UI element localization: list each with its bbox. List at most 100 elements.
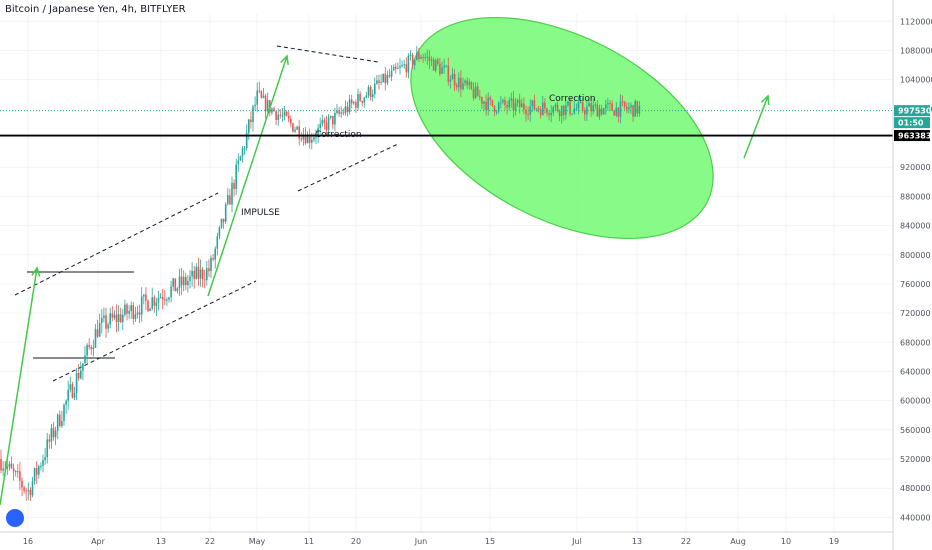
candle-body	[403, 64, 405, 66]
candle-body	[432, 59, 435, 71]
candle-body	[485, 101, 487, 111]
candle-body	[613, 110, 615, 116]
y-tick-label: 1080000	[900, 46, 932, 55]
candle-body	[300, 138, 303, 140]
candle-body	[357, 94, 359, 108]
candle-body	[579, 101, 582, 103]
candle-body	[203, 279, 206, 281]
candle-body	[592, 105, 594, 112]
candle-body	[6, 466, 9, 469]
y-tick-label: 440000	[900, 513, 931, 522]
y-tick-label: 800000	[900, 251, 931, 260]
candle-body	[598, 108, 601, 117]
candle-body	[170, 286, 172, 298]
candle-body	[235, 164, 237, 190]
candle-body	[311, 139, 313, 143]
candle-body	[336, 110, 338, 113]
x-tick-label: 10	[781, 537, 791, 546]
candle-body	[92, 347, 95, 350]
candle-body	[227, 195, 229, 204]
price-tag-text: 01:50	[898, 119, 924, 128]
x-tick-label: 19	[829, 537, 839, 546]
candle-body	[495, 111, 498, 113]
candle-body	[447, 65, 450, 82]
candle-body	[69, 384, 72, 390]
candle-body	[14, 471, 17, 473]
price-tag-text: 997530	[898, 107, 932, 116]
candle-body	[140, 296, 143, 315]
candle-body	[594, 104, 597, 106]
candle-body	[636, 101, 639, 114]
candle-body	[527, 114, 529, 116]
candle-body	[474, 86, 477, 99]
x-tick-label: 22	[205, 537, 215, 546]
candle-body	[468, 82, 471, 86]
candle-body	[548, 113, 550, 115]
arrow-head	[760, 94, 770, 106]
candle-body	[466, 80, 468, 86]
candle-body	[399, 66, 401, 68]
candle-body	[273, 108, 275, 112]
candle-body	[229, 195, 231, 205]
candle-body	[401, 65, 403, 67]
x-tick-label: 13	[632, 537, 642, 546]
candle-body	[607, 103, 609, 105]
candle-body	[363, 97, 366, 103]
candle-body	[609, 103, 611, 105]
candle-body	[504, 99, 506, 106]
candle-body	[56, 414, 59, 431]
candle-body	[332, 115, 334, 125]
candle-body	[376, 80, 378, 84]
candle-body	[537, 108, 540, 110]
candle-body	[378, 80, 380, 83]
candle-body	[298, 126, 300, 139]
candle-body	[563, 105, 565, 115]
candle-body	[577, 102, 580, 109]
candle-body	[539, 109, 542, 116]
candle-body	[187, 280, 189, 286]
candle-body	[424, 57, 426, 59]
candle-body	[191, 270, 193, 277]
candle-body	[416, 52, 418, 60]
candle-body	[27, 489, 30, 492]
candle-body	[443, 66, 445, 68]
candle-body	[325, 122, 328, 130]
candle-body	[216, 236, 219, 249]
candle-body	[117, 314, 120, 322]
price-tag-text: 963383	[898, 132, 931, 141]
y-tick-label: 560000	[900, 426, 931, 435]
y-tick-label: 840000	[900, 222, 931, 231]
candle-body	[136, 312, 139, 315]
candle-body	[275, 111, 277, 120]
candle-body	[290, 118, 292, 124]
candle-body	[283, 111, 286, 116]
candle-body	[119, 314, 122, 323]
candle-body	[147, 300, 149, 312]
candle-body	[94, 329, 97, 348]
candle-body	[166, 299, 168, 301]
chart-title: Bitcoin / Japanese Yen, 4h, BITFLYER	[5, 4, 186, 15]
candle-body	[605, 104, 607, 109]
candle-body	[510, 98, 513, 101]
candle-body	[525, 109, 527, 115]
candle-body	[512, 98, 515, 111]
candle-body	[0, 459, 2, 471]
y-tick-label: 600000	[900, 397, 931, 406]
candle-body	[426, 56, 429, 58]
candle-body	[481, 96, 483, 104]
channel-upper-line	[14, 192, 219, 296]
candle-body	[199, 269, 202, 279]
candle-body	[483, 101, 485, 104]
candle-body	[174, 278, 177, 292]
candle-body	[287, 115, 290, 119]
candle-body	[420, 57, 422, 59]
candle-body	[367, 86, 370, 96]
candle-body	[23, 487, 25, 491]
x-tick-label: 16	[23, 537, 33, 546]
candle-body	[109, 313, 111, 325]
candle-body	[455, 85, 458, 88]
candle-body	[353, 102, 355, 104]
candle-body	[180, 276, 183, 286]
candle-body	[611, 103, 613, 111]
